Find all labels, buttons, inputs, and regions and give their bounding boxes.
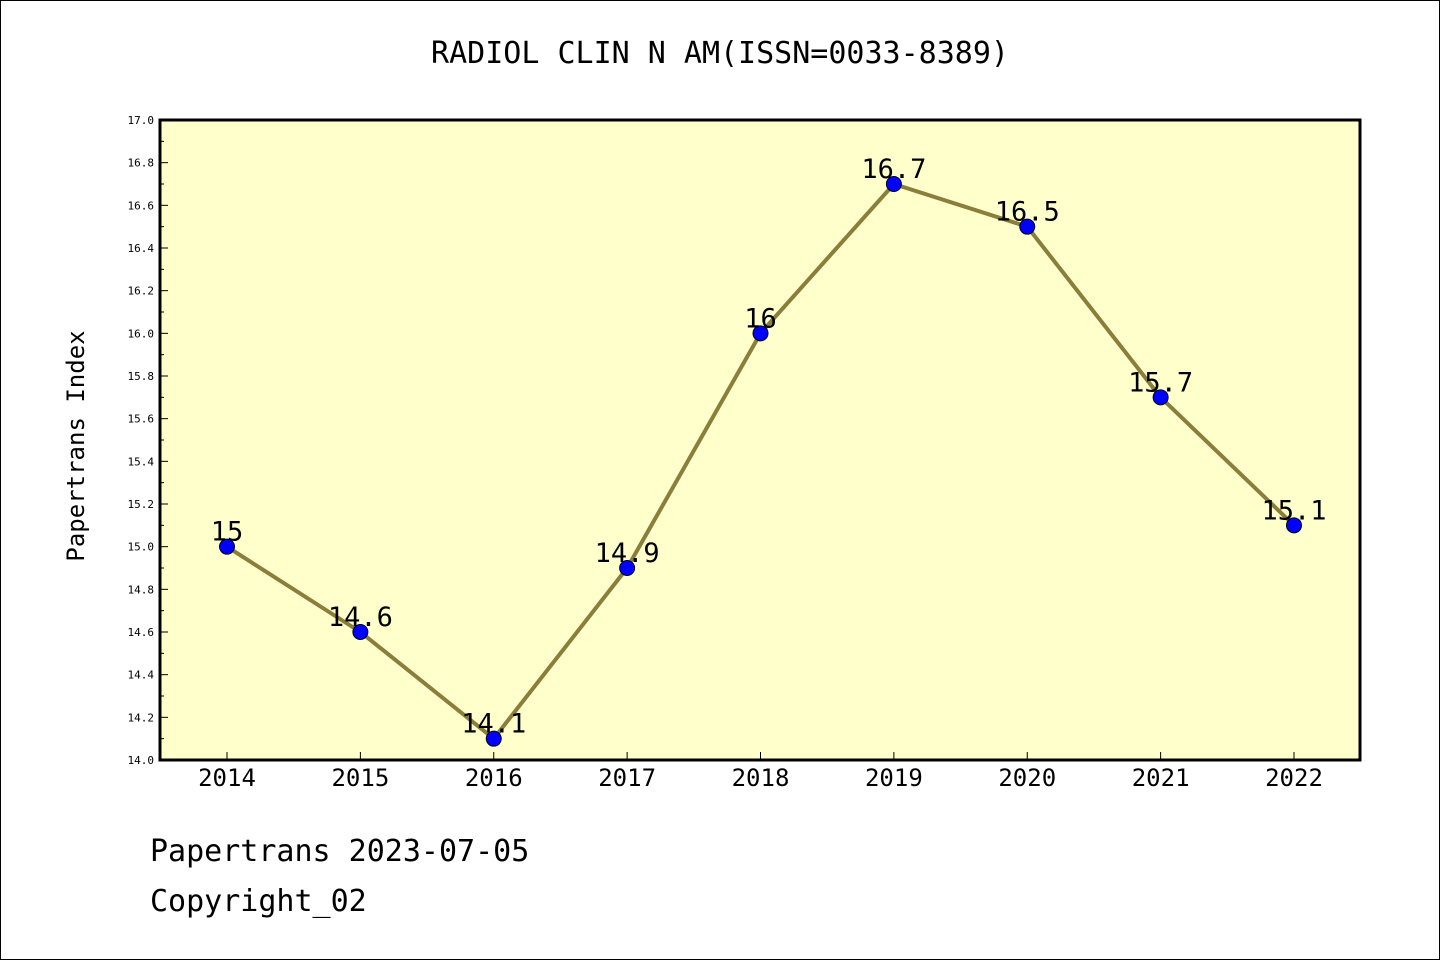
x-tick-label: 2017	[598, 764, 656, 792]
data-point	[219, 538, 235, 555]
data-point	[1152, 389, 1169, 406]
y-tick-label: 16.8	[128, 157, 155, 170]
y-tick-label: 14.2	[128, 711, 155, 724]
x-tick-label: 2016	[465, 764, 523, 792]
chart-title: RADIOL CLIN N AM(ISSN=0033-8389)	[431, 36, 1009, 71]
x-tick-label: 2021	[1132, 764, 1190, 792]
y-tick-label: 17.0	[128, 114, 155, 127]
data-label: 15.7	[1128, 367, 1193, 398]
data-point	[1019, 218, 1036, 235]
x-tick-label: 2015	[331, 764, 389, 792]
x-tick-label: 2014	[198, 764, 256, 792]
x-tick-label: 2020	[998, 764, 1056, 792]
y-tick-label: 15.0	[128, 541, 155, 554]
y-tick-label: 16.0	[128, 327, 155, 340]
x-axis: 2014 2015 2016 2017 2018 2019 2020 2021 2022	[198, 752, 1323, 792]
y-tick-label: 16.6	[128, 199, 155, 212]
x-tick-label: 2022	[1265, 764, 1323, 792]
y-tick-label: 15.2	[128, 498, 155, 511]
data-label: 14.9	[595, 538, 660, 569]
data-points	[219, 176, 1302, 747]
data-label: 15	[211, 517, 244, 548]
y-tick-label: 16.4	[128, 242, 155, 255]
y-tick-label: 14.8	[128, 583, 155, 596]
data-label: 14.1	[461, 709, 526, 740]
data-point	[619, 560, 636, 576]
plot-area	[160, 120, 1360, 760]
data-point	[752, 325, 769, 342]
data-label: 15.1	[1261, 495, 1326, 526]
y-tick-label: 15.6	[128, 413, 155, 426]
data-label: 16.7	[861, 154, 926, 185]
data-point	[885, 176, 902, 192]
y-tick-label: 15.8	[128, 370, 155, 383]
footer-date: Papertrans 2023-07-05	[150, 834, 530, 869]
y-tick-label: 15.4	[128, 455, 155, 468]
footer-copyright: Copyright_02	[150, 884, 367, 919]
x-tick-label: 2018	[732, 764, 790, 792]
plot-border	[158, 118, 1362, 762]
data-labels: 15 14.6 14.1 14.9 16 16.7 16.5 15.7 15.1	[211, 154, 1327, 740]
data-point	[485, 730, 502, 747]
data-label: 14.6	[328, 602, 393, 633]
data-point	[352, 624, 369, 640]
y-axis: 14.0 14.2 14.4 14.6 14.8 15.0 15.2 15.4 15.6 15.8…	[128, 114, 168, 767]
data-point	[1286, 517, 1302, 534]
y-tick-label: 14.6	[128, 626, 155, 639]
y-tick-label: 16.2	[128, 285, 155, 298]
data-label: 16.5	[995, 197, 1060, 228]
x-tick-label: 2019	[865, 764, 923, 792]
y-tick-label: 14.4	[128, 669, 155, 682]
data-label: 16	[744, 303, 777, 334]
y-tick-label: 14.0	[128, 754, 155, 767]
